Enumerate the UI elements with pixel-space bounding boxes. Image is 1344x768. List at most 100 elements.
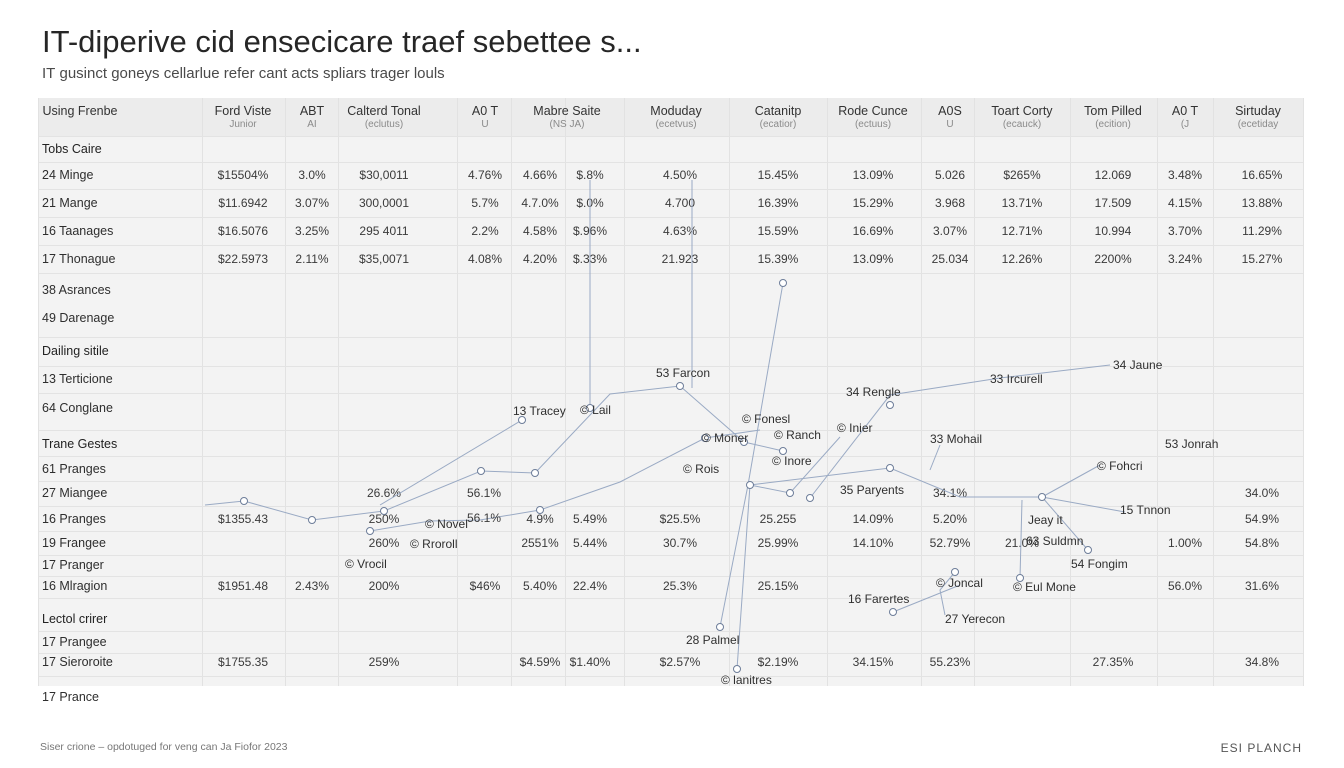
table-cell: 13.88% (1241, 196, 1283, 210)
table-cell: 12.71% (1001, 224, 1043, 238)
row-label: 17 Prance (42, 690, 99, 704)
table-cell: 3.70% (1167, 224, 1203, 238)
series-line (929, 444, 941, 471)
floating-value: 56.1% (467, 486, 501, 500)
table-cell: 3.24% (1167, 252, 1203, 266)
table-cell: 295 4011 (359, 224, 409, 238)
column-divider (285, 98, 286, 686)
table-cell: $22.5973 (217, 252, 269, 266)
data-point (746, 481, 754, 489)
row-label: 16 Pranges (42, 512, 106, 526)
column-header-sub: (NS JA) (549, 119, 585, 130)
row-divider (38, 273, 1303, 274)
column-header: A0 T (J (1172, 104, 1198, 132)
column-header: Moduday (ecetvus) (650, 104, 701, 132)
annotation-label: © Fohcri (1097, 459, 1143, 473)
column-divider (1070, 98, 1071, 686)
table-cell: 25.034 (931, 252, 969, 266)
series-line (736, 436, 841, 670)
row-label: 21 Mange (42, 196, 98, 210)
data-point (586, 404, 594, 412)
series-line (379, 419, 523, 506)
column-header-sub: (eclutus) (364, 119, 404, 130)
column-divider (974, 98, 975, 686)
data-point (536, 506, 544, 514)
table-cell: 16.65% (1241, 168, 1283, 182)
column-header-sub: (J (1180, 119, 1190, 130)
data-point (477, 467, 485, 475)
column-header-sub: (ecetiday (1237, 119, 1279, 130)
table-cell: $265% (1003, 168, 1041, 182)
column-header: Tom Pilled (ecition) (1084, 104, 1142, 132)
table-cell: 2200% (1094, 252, 1132, 266)
table-cell: 300,0001 (358, 196, 410, 210)
table-cell: $.8% (576, 168, 604, 182)
column-header: Calterd Tonal (eclutus) (347, 104, 420, 132)
column-divider (1157, 98, 1158, 686)
data-point (786, 489, 794, 497)
table-cell: $2.19% (757, 655, 799, 669)
table-cell: 2.43% (294, 579, 330, 593)
row-divider (38, 189, 1303, 190)
table-cell: 3.968 (934, 196, 966, 210)
column-header-label: Tom Pilled (1084, 104, 1142, 118)
data-point (308, 516, 316, 524)
column-header-label: Mabre Saite (533, 104, 601, 118)
column-header: Catanitp (ecatior) (755, 104, 802, 132)
table-cell: 200% (368, 579, 400, 593)
data-point (779, 447, 787, 455)
table-cell: 14.09% (852, 512, 894, 526)
section-title: Trane Gestes (42, 437, 118, 451)
annotation-label: © Inier (837, 421, 873, 435)
table-cell: $30,0011 (359, 168, 409, 182)
table-cell: 14.10% (852, 536, 894, 550)
table-cell: $1.40% (569, 655, 611, 669)
table-cell: 250% (368, 512, 400, 526)
table-cell: 15.39% (757, 252, 799, 266)
section-title: Dailing sitile (42, 344, 109, 358)
column-header-label: A0 T (471, 104, 499, 118)
table-cell: 25.3% (662, 579, 698, 593)
annotation-label: 53 Jonrah (1165, 437, 1218, 451)
data-point (889, 608, 897, 616)
table-cell: 4.63% (662, 224, 698, 238)
column-header-sub: (ecatior) (759, 119, 797, 130)
row-label: 17 Prangee (42, 635, 107, 649)
column-divider (729, 98, 730, 686)
data-point (733, 665, 741, 673)
series-line (369, 429, 761, 532)
column-header: A0S U (938, 104, 962, 132)
table-cell: 12.26% (1001, 252, 1043, 266)
footer-note: Siser crione – opdotuged for veng can Ja… (40, 741, 288, 753)
annotation-label: Jeay it (1028, 513, 1063, 527)
series-line (892, 584, 961, 613)
table-cell: 5.7% (471, 196, 499, 210)
row-label: 17 Thonague (42, 252, 116, 266)
annotation-label: 28 Palmel (686, 633, 739, 647)
row-divider (38, 430, 1303, 431)
table-cell: $16.5076 (217, 224, 269, 238)
table-cell: 4.700 (664, 196, 696, 210)
row-label: 16 Mlragion (42, 579, 108, 593)
series-line (204, 385, 784, 521)
table-cell: 54.8% (1244, 536, 1280, 550)
row-label: 13 Terticione (42, 372, 113, 386)
annotation-label: 33 Mohail (930, 432, 982, 446)
annotation-label: © Ranch (774, 428, 821, 442)
annotation-label: © Eul Mone (1013, 580, 1076, 594)
table-cell: 15.29% (852, 196, 894, 210)
table-cell: $35,0071 (358, 252, 410, 266)
column-header: Sirtuday (ecetiday (1235, 104, 1281, 132)
page-title: IT-diperive cid ensecicare traef sebette… (42, 24, 642, 59)
data-point (1084, 546, 1092, 554)
data-point (366, 527, 374, 535)
column-divider (457, 98, 458, 686)
table-cell: 4.50% (662, 168, 698, 182)
column-header-sub: (ecetvus) (655, 119, 697, 130)
table-cell: 16.39% (757, 196, 799, 210)
table-cell: 55.23% (929, 655, 971, 669)
table-cell: $15504% (217, 168, 269, 182)
table-cell: 13.09% (852, 252, 894, 266)
table-cell: 4.9% (526, 512, 554, 526)
